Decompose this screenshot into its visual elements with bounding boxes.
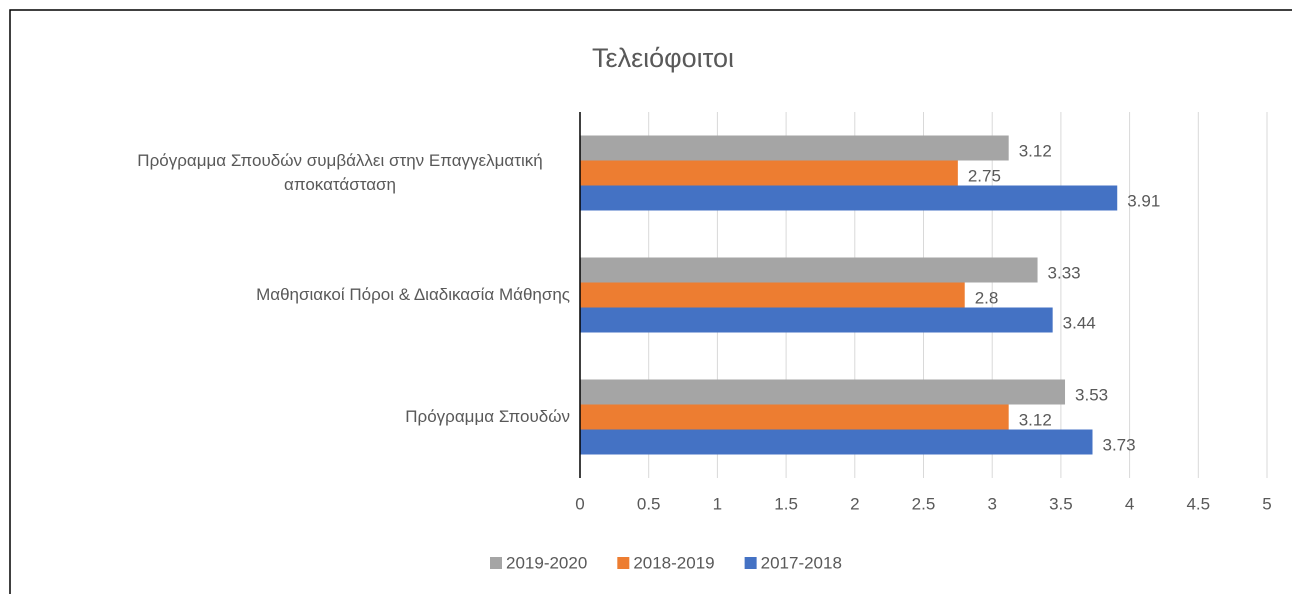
legend-swatch (617, 557, 630, 569)
bar (580, 429, 1093, 455)
y-tick-label: Μαθησιακοί Πόροι & Διαδικασία Μάθησης (256, 285, 570, 304)
legend-label: 2018-2019 (633, 553, 714, 572)
bar (580, 282, 965, 308)
bar (580, 160, 958, 186)
legend-label: 2019-2020 (506, 553, 587, 572)
x-tick-label: 4.5 (1186, 494, 1210, 513)
category-label-box: Μαθησιακοί Πόροι & Διαδικασία Μάθησης (110, 283, 570, 307)
bar (580, 185, 1118, 211)
legend-swatch (744, 557, 757, 569)
x-tick-label: 0.5 (637, 494, 661, 513)
x-tick-label: 0 (575, 494, 584, 513)
data-label: 3.53 (1075, 385, 1108, 404)
y-tick-label: Πρόγραμμα Σπουδών (405, 407, 570, 426)
x-tick-label: 5 (1262, 494, 1271, 513)
x-tick-label: 3 (987, 494, 996, 513)
data-label: 3.91 (1127, 191, 1160, 210)
bar (580, 379, 1066, 405)
bar (580, 404, 1009, 430)
bar (580, 307, 1053, 333)
x-tick-label: 3.5 (1049, 494, 1073, 513)
bar (580, 257, 1038, 283)
y-tick-label: Πρόγραμμα Σπουδών συμβάλλει στην Επαγγελ… (137, 151, 543, 194)
x-tick-label: 1.5 (774, 494, 798, 513)
data-label: 3.33 (1048, 263, 1081, 282)
data-label: 2.8 (975, 288, 999, 307)
bar (580, 135, 1009, 161)
category-label-box: Πρόγραμμα Σπουδών συμβάλλει στην Επαγγελ… (110, 149, 570, 197)
x-tick-label: 2 (850, 494, 859, 513)
x-tick-label: 1 (713, 494, 722, 513)
data-label: 3.44 (1063, 313, 1096, 332)
chart-title: Τελειόφοιτοι (592, 43, 734, 73)
data-label: 3.12 (1019, 141, 1052, 160)
x-tick-label: 4 (1125, 494, 1134, 513)
data-label: 3.73 (1103, 435, 1136, 454)
x-tick-label: 2.5 (912, 494, 936, 513)
legend-swatch (490, 557, 502, 569)
category-label-box: Πρόγραμμα Σπουδών (110, 405, 570, 429)
data-label: 3.12 (1019, 410, 1052, 429)
legend-label: 2017-2018 (761, 553, 842, 572)
data-label: 2.75 (968, 166, 1001, 185)
